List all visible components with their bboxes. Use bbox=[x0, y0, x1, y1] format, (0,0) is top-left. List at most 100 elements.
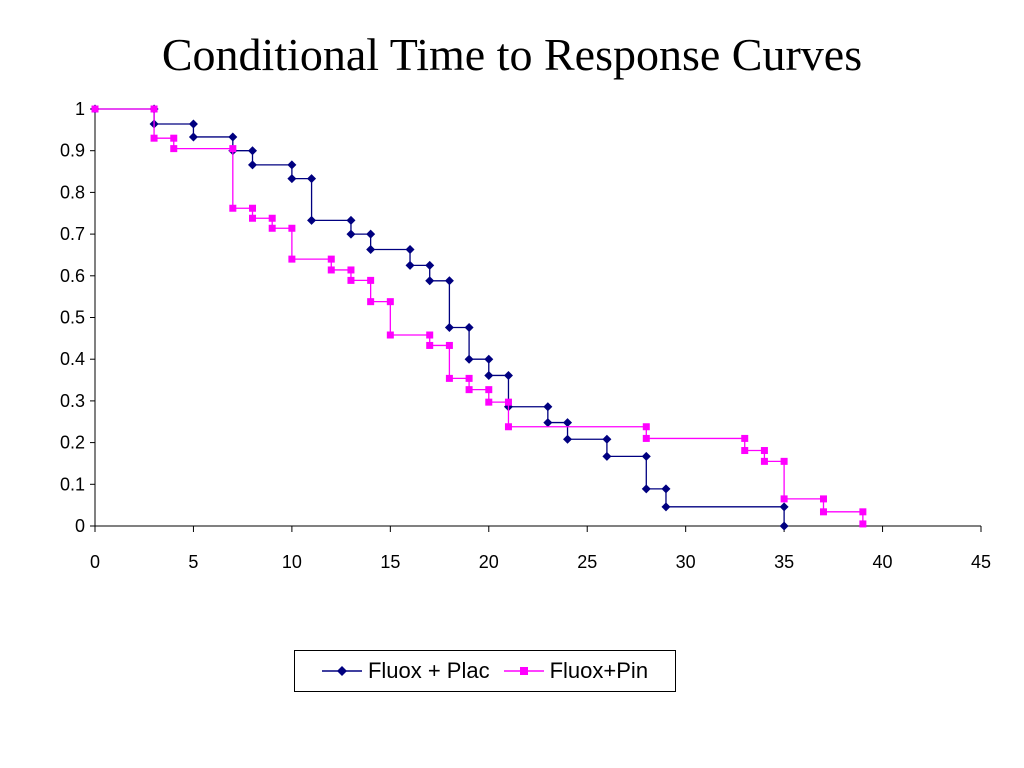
data-point bbox=[445, 374, 453, 382]
data-point bbox=[780, 495, 788, 503]
data-point bbox=[426, 341, 434, 349]
series-line bbox=[95, 108, 864, 524]
x-tick-label: 45 bbox=[971, 552, 991, 572]
data-point bbox=[563, 434, 573, 444]
data-point bbox=[602, 451, 612, 461]
y-tick-label: 0.2 bbox=[60, 433, 85, 453]
data-point bbox=[819, 495, 827, 503]
data-point bbox=[188, 132, 198, 142]
data-point bbox=[268, 214, 276, 222]
y-tick-label: 0.6 bbox=[60, 266, 85, 286]
data-point bbox=[288, 255, 296, 263]
data-point bbox=[287, 160, 297, 170]
data-point bbox=[780, 457, 788, 465]
x-tick-label: 40 bbox=[873, 552, 893, 572]
data-point bbox=[741, 447, 749, 455]
series-layer bbox=[90, 104, 867, 531]
data-point bbox=[91, 105, 99, 113]
series-1 bbox=[90, 104, 789, 531]
data-point bbox=[464, 354, 474, 364]
legend-label-series-1: Fluox + Plac bbox=[367, 658, 490, 683]
legend-marker-square-icon bbox=[503, 667, 544, 675]
y-tick-label: 0 bbox=[75, 516, 85, 536]
data-point bbox=[307, 215, 317, 225]
data-point bbox=[484, 354, 494, 364]
chart-title: Conditional Time to Response Curves bbox=[161, 29, 863, 80]
data-point bbox=[642, 423, 650, 431]
x-tick-label: 30 bbox=[676, 552, 696, 572]
data-point bbox=[327, 255, 335, 263]
data-point bbox=[485, 398, 493, 406]
data-point bbox=[602, 434, 612, 444]
data-point bbox=[425, 276, 435, 286]
data-point bbox=[859, 520, 867, 528]
x-tick-label: 0 bbox=[90, 552, 100, 572]
y-tick-label: 0.1 bbox=[60, 474, 85, 494]
data-point bbox=[760, 447, 768, 455]
data-point bbox=[248, 160, 258, 170]
data-point bbox=[229, 145, 237, 153]
data-point bbox=[444, 323, 454, 333]
data-point bbox=[170, 145, 178, 153]
data-point bbox=[779, 521, 789, 531]
data-point bbox=[504, 398, 512, 406]
y-tick-label: 0.5 bbox=[60, 308, 85, 328]
data-point bbox=[170, 134, 178, 142]
series-2 bbox=[91, 105, 867, 528]
data-point bbox=[347, 276, 355, 284]
data-point bbox=[405, 260, 415, 270]
data-point bbox=[485, 386, 493, 394]
data-point bbox=[347, 266, 355, 274]
data-point bbox=[859, 508, 867, 516]
chart-axes: 00.10.20.30.40.50.60.70.80.910 5 10 15 20 25 3… bbox=[60, 99, 991, 572]
data-point bbox=[563, 418, 573, 428]
data-point bbox=[504, 423, 512, 431]
data-point bbox=[445, 341, 453, 349]
x-tick-label: 25 bbox=[577, 552, 597, 572]
y-tick-label: 0.4 bbox=[60, 349, 85, 369]
data-point bbox=[641, 484, 651, 494]
data-point bbox=[150, 105, 158, 113]
data-point bbox=[229, 204, 237, 212]
data-point bbox=[366, 245, 376, 255]
data-point bbox=[465, 374, 473, 382]
y-tick-label: 0.8 bbox=[60, 182, 85, 202]
data-point bbox=[249, 214, 257, 222]
data-point bbox=[819, 508, 827, 516]
x-tick-label: 35 bbox=[774, 552, 794, 572]
data-point bbox=[543, 402, 553, 412]
data-point bbox=[346, 229, 356, 239]
data-point bbox=[642, 434, 650, 442]
series-line bbox=[95, 108, 785, 526]
x-tick-label: 20 bbox=[479, 552, 499, 572]
data-point bbox=[425, 260, 435, 270]
data-point bbox=[503, 370, 513, 380]
data-point bbox=[386, 298, 394, 306]
data-point bbox=[367, 276, 375, 284]
data-point bbox=[268, 224, 276, 232]
data-point bbox=[661, 502, 671, 512]
chart-legend: Fluox + Plac Fluox+Pin bbox=[294, 650, 676, 692]
y-tick-label: 0.3 bbox=[60, 391, 85, 411]
x-tick-label: 10 bbox=[282, 552, 302, 572]
data-point bbox=[288, 224, 296, 232]
legend-item-series-1: Fluox + Plac bbox=[321, 658, 490, 684]
data-point bbox=[405, 245, 415, 255]
data-point bbox=[307, 174, 317, 184]
data-point bbox=[150, 134, 158, 142]
data-point bbox=[228, 132, 238, 142]
data-point bbox=[465, 386, 473, 394]
legend-label-series-2: Fluox+Pin bbox=[549, 658, 649, 683]
data-point bbox=[661, 484, 671, 494]
data-point bbox=[444, 276, 454, 286]
legend-item-series-2: Fluox+Pin bbox=[503, 658, 649, 684]
data-point bbox=[248, 146, 258, 156]
data-point bbox=[346, 215, 356, 225]
x-tick-label: 5 bbox=[188, 552, 198, 572]
data-point bbox=[367, 298, 375, 306]
data-point bbox=[249, 204, 257, 212]
data-point bbox=[426, 331, 434, 339]
y-tick-label: 0.9 bbox=[60, 141, 85, 161]
data-point bbox=[779, 502, 789, 512]
